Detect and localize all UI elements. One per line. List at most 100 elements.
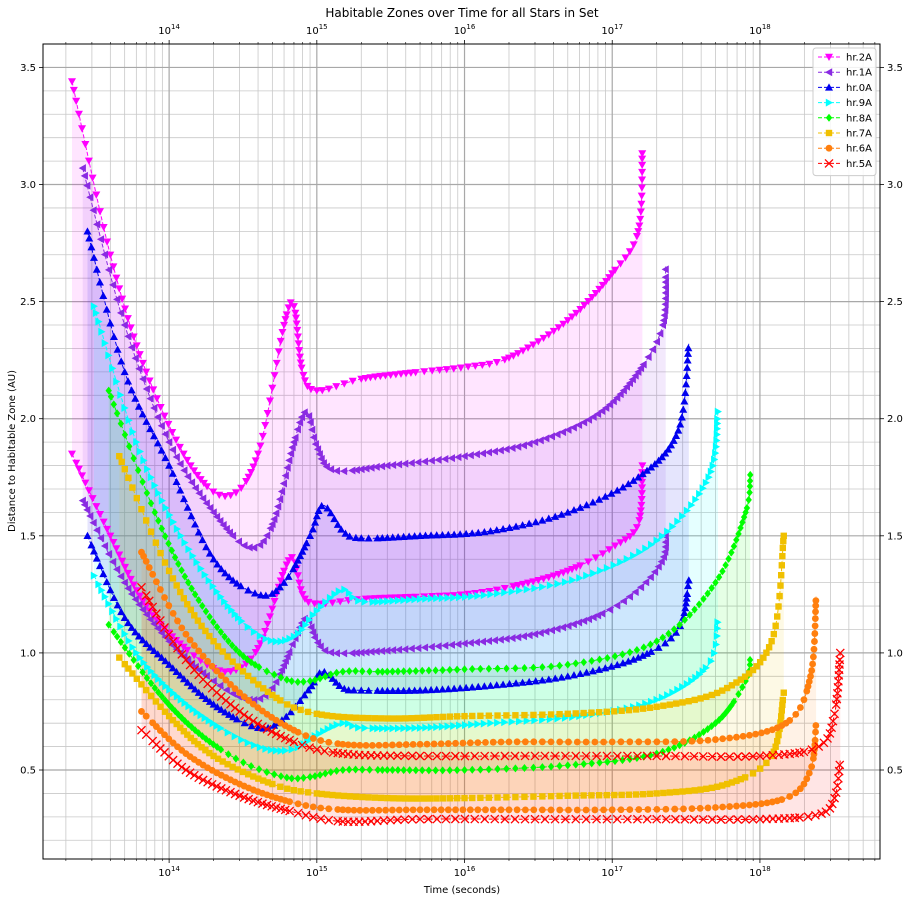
marker-hr.5A	[652, 814, 662, 824]
marker-hr.1A	[661, 300, 669, 309]
marker-hr.6A	[437, 806, 445, 814]
marker-hr.8A	[572, 659, 579, 668]
marker-hr.0A	[179, 494, 188, 503]
marker-hr.8A	[322, 769, 329, 778]
marker-hr.5A	[308, 812, 318, 822]
marker-hr.1A	[658, 321, 667, 330]
marker-hr.9A	[501, 718, 509, 727]
marker-hr.6A	[430, 740, 438, 748]
marker-hr.0A	[544, 514, 553, 522]
marker-hr.7A	[679, 788, 686, 795]
marker-hr.9A	[250, 741, 259, 750]
marker-hr.2A	[591, 289, 600, 298]
marker-hr.7A	[277, 697, 284, 704]
marker-hr.8A	[704, 725, 711, 734]
marker-hr.0A	[456, 530, 465, 538]
marker-hr.0A	[314, 506, 323, 514]
marker-hr.5A	[500, 751, 510, 761]
marker-hr.7A	[485, 712, 493, 719]
legend-label-hr.6A: hr.6A	[846, 144, 872, 155]
marker-hr.2A	[103, 525, 112, 534]
marker-hr.1A	[472, 450, 480, 459]
marker-hr.8A	[715, 716, 723, 725]
marker-hr.6A	[375, 741, 383, 749]
marker-hr.2A	[74, 465, 83, 473]
marker-hr.8A	[746, 655, 754, 664]
legend-marker-hr.1A	[825, 68, 833, 77]
marker-hr.1A	[83, 505, 91, 514]
marker-hr.6A	[145, 564, 153, 571]
marker-hr.8A	[461, 766, 468, 775]
marker-hr.0A	[421, 686, 430, 694]
marker-hr.9A	[193, 708, 201, 717]
marker-hr.8A	[294, 774, 301, 783]
marker-hr.2A	[598, 281, 607, 290]
marker-hr.2A	[611, 266, 620, 274]
marker-hr.6A	[704, 804, 712, 812]
marker-hr.0A	[544, 675, 553, 683]
marker-hr.2A	[287, 554, 296, 562]
marker-hr.5A	[540, 751, 550, 761]
marker-hr.6A	[317, 737, 325, 744]
marker-hr.2A	[306, 385, 315, 394]
marker-hr.8A	[294, 678, 301, 687]
marker-hr.6A	[653, 738, 661, 746]
marker-hr.9A	[238, 735, 246, 744]
marker-hr.6A	[591, 806, 599, 814]
marker-hr.7A	[147, 692, 155, 700]
marker-hr.6A	[416, 806, 424, 814]
marker-hr.5A	[807, 745, 817, 755]
marker-hr.9A	[416, 723, 425, 732]
marker-hr.9A	[707, 467, 716, 476]
marker-hr.7A	[539, 793, 546, 800]
marker-hr.7A	[547, 711, 555, 718]
marker-hr.9A	[714, 407, 722, 416]
marker-hr.9A	[250, 627, 259, 636]
marker-hr.0A	[676, 420, 685, 428]
marker-hr.7A	[697, 695, 704, 702]
marker-hr.2A	[402, 370, 411, 378]
marker-hr.5A	[827, 799, 837, 809]
marker-hr.7A	[780, 532, 787, 540]
marker-hr.6A	[712, 736, 719, 743]
marker-hr.6A	[696, 804, 704, 812]
marker-hr.7A	[304, 708, 312, 716]
marker-hr.0A	[102, 305, 111, 313]
marker-hr.2A	[366, 374, 375, 382]
marker-hr.9A	[181, 699, 189, 708]
marker-hr.5A	[244, 713, 254, 723]
marker-hr.8A	[406, 766, 413, 775]
marker-hr.7A	[530, 793, 537, 800]
marker-hr.8A	[469, 665, 476, 674]
marker-hr.2A	[471, 362, 480, 370]
marker-hr.2A	[539, 575, 548, 583]
marker-hr.7A	[420, 795, 428, 802]
marker-hr.1A	[209, 508, 217, 517]
marker-hr.0A	[682, 599, 691, 607]
marker-hr.2A	[605, 274, 614, 282]
marker-hr.0A	[427, 685, 436, 694]
marker-hr.9A	[238, 617, 246, 626]
marker-hr.5A	[267, 727, 277, 737]
marker-hr.0A	[209, 555, 218, 563]
marker-hr.9A	[630, 551, 638, 560]
marker-hr.0A	[525, 677, 534, 686]
marker-hr.2A	[519, 580, 528, 589]
marker-hr.8A	[171, 553, 179, 562]
marker-hr.2A	[318, 387, 327, 395]
marker-hr.0A	[127, 623, 136, 631]
marker-hr.6A	[356, 741, 364, 749]
marker-hr.7A	[564, 710, 571, 717]
marker-hr.6A	[452, 739, 459, 747]
marker-hr.6A	[505, 806, 513, 814]
marker-hr.0A	[157, 446, 166, 454]
marker-hr.6A	[245, 697, 253, 704]
marker-hr.8A	[653, 637, 660, 646]
marker-hr.7A	[157, 703, 164, 710]
marker-hr.8A	[147, 499, 155, 508]
marker-hr.9A	[101, 339, 109, 348]
marker-hr.9A	[324, 725, 332, 734]
marker-hr.0A	[209, 700, 218, 708]
marker-hr.2A	[249, 463, 258, 471]
marker-hr.9A	[217, 592, 225, 601]
